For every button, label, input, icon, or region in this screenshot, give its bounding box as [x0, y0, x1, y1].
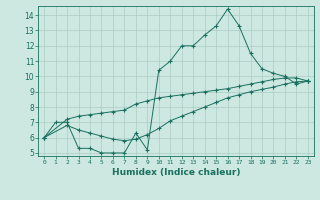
X-axis label: Humidex (Indice chaleur): Humidex (Indice chaleur) [112, 168, 240, 177]
